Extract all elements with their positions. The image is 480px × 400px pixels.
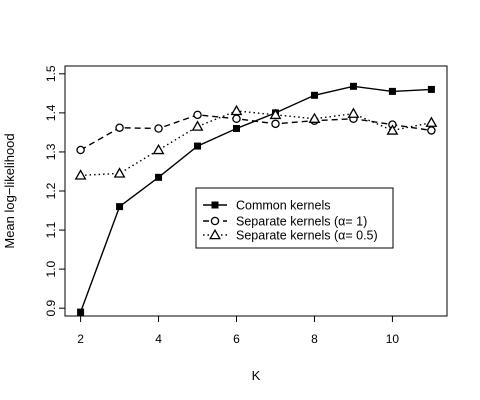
data-point xyxy=(271,119,280,129)
legend-label: Common kernels xyxy=(236,199,330,213)
y-tick-label: 1.0 xyxy=(44,260,58,277)
data-point xyxy=(152,143,165,155)
legend: Common kernels Separate kernels (α= 1)Sep… xyxy=(195,187,394,249)
x-tick-label: 4 xyxy=(155,332,162,346)
legend-marker xyxy=(209,228,221,240)
data-point xyxy=(76,145,85,155)
legend-marker xyxy=(210,216,220,226)
data-point xyxy=(310,91,318,99)
legend-marker xyxy=(211,201,219,209)
y-tick-label: 0.9 xyxy=(44,300,58,317)
y-tick-label: 1.3 xyxy=(44,143,58,160)
data-point xyxy=(233,125,241,132)
data-point xyxy=(194,142,202,150)
data-point xyxy=(115,123,124,132)
data-point xyxy=(191,120,204,131)
data-point xyxy=(193,110,202,120)
data-point xyxy=(388,87,396,95)
x-tick-label: 8 xyxy=(311,332,318,346)
data-point xyxy=(269,108,282,120)
data-point xyxy=(74,169,87,180)
data-point xyxy=(232,114,241,123)
data-point xyxy=(77,308,85,316)
x-tick-label: 10 xyxy=(386,332,400,346)
series-3 xyxy=(74,104,438,180)
data-point xyxy=(116,203,124,211)
data-point xyxy=(427,126,436,135)
legend-box xyxy=(195,187,394,249)
y-axis: 0.9 1.0 1.1 1.2 1.3 1.4 1.5 xyxy=(44,65,65,317)
series-line xyxy=(80,110,432,177)
y-tick-label: 1.5 xyxy=(44,65,58,82)
y-tick-label: 1.1 xyxy=(44,221,58,238)
x-axis: 2 4 6 8 10 xyxy=(77,316,399,346)
x-tick-label: 2 xyxy=(77,332,84,346)
x-axis-label: K xyxy=(252,368,261,383)
data-point xyxy=(386,124,399,135)
data-point xyxy=(349,82,357,90)
y-axis-label: Mean log−likelihood xyxy=(2,133,17,248)
data-point xyxy=(113,167,126,178)
x-tick-label: 6 xyxy=(233,332,240,346)
y-tick-label: 1.4 xyxy=(44,104,58,121)
legend-label: Separate kernels (α= 0.5) xyxy=(236,229,378,243)
legend-label: Separate kernels (α= 1) xyxy=(236,215,367,229)
data-point xyxy=(347,107,360,118)
series-layer xyxy=(74,82,438,316)
data-point xyxy=(425,116,438,127)
data-point xyxy=(427,85,435,93)
series-2 xyxy=(76,110,436,155)
data-point xyxy=(230,104,243,116)
data-point xyxy=(154,124,163,133)
data-point xyxy=(308,112,321,123)
y-tick-label: 1.2 xyxy=(44,182,58,199)
data-point xyxy=(155,173,163,181)
